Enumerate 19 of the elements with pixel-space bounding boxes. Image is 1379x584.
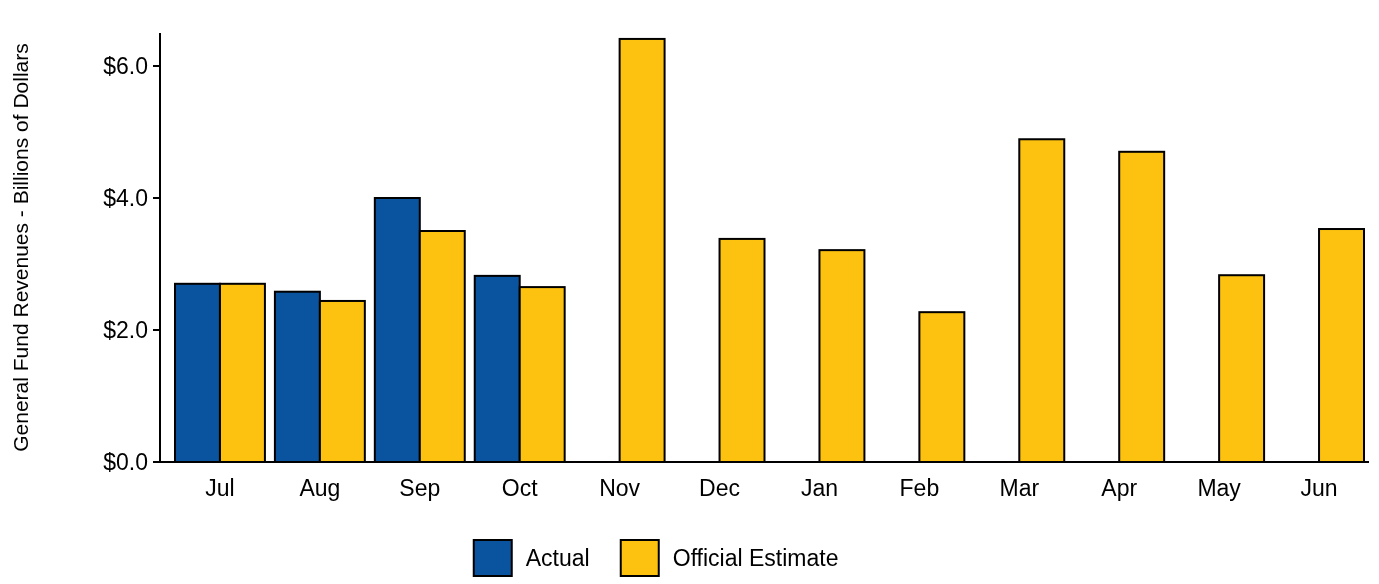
y-tick-label: $6.0	[103, 53, 148, 80]
x-tick-label: Feb	[899, 475, 940, 501]
x-tick-label: Aug	[299, 475, 341, 501]
x-tick-label: Jul	[205, 475, 235, 501]
y-tick-label: $0.0	[103, 449, 148, 476]
x-tick-label: Jun	[1300, 475, 1338, 501]
x-tick-label: May	[1197, 475, 1242, 501]
x-tick-label: Apr	[1101, 475, 1138, 501]
legend-label: Actual	[525, 545, 590, 572]
y-tick-label: $2.0	[103, 317, 148, 344]
y-tick-label: $4.0	[103, 185, 148, 212]
x-tick-label: Jan	[800, 475, 839, 501]
x-tick-label: Mar	[999, 475, 1040, 501]
x-tick-label: Dec	[699, 475, 740, 501]
x-tick-label: Sep	[399, 475, 441, 501]
y-axis-title: General Fund Revenues - Billions of Dollars	[9, 43, 32, 452]
legend-label: Official Estimate	[672, 545, 839, 572]
x-tick-label: Nov	[599, 475, 641, 501]
x-tick-label: Oct	[501, 475, 539, 501]
